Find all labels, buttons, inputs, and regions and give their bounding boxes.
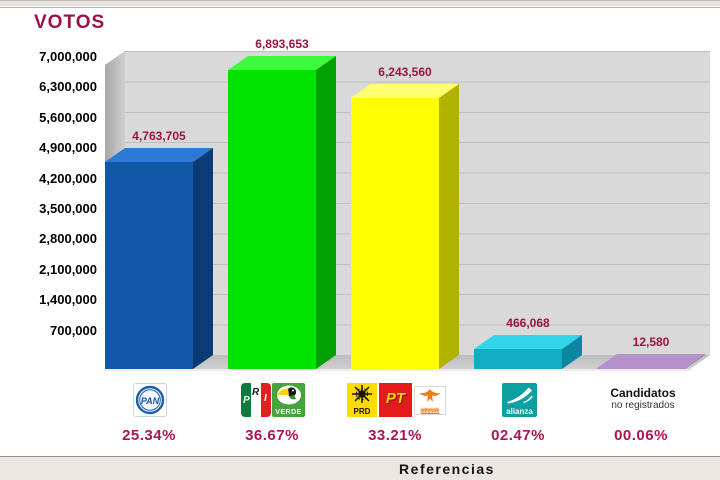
prd-logo-icon: PRD: [347, 383, 377, 417]
y-axis-label: 2,100,000: [39, 261, 97, 277]
y-axis-label: 700,000: [50, 322, 97, 338]
pan-logo-icon: PAN: [133, 383, 167, 417]
pri-green-stripe: P: [241, 383, 251, 417]
bar-front-face: [597, 368, 685, 369]
chart-floor-edge: [105, 369, 692, 371]
toucan-icon: [277, 385, 301, 405]
verde-logo-text: VERDE: [275, 409, 302, 416]
mc-text-line1: MOVIMIENTO: [420, 407, 445, 411]
percentage-label: 36.67%: [245, 427, 299, 444]
bar-front-face: [474, 349, 562, 369]
percentage-label: 00.06%: [614, 427, 668, 444]
bar-value-label: 466,068: [506, 316, 550, 330]
y-axis-label: 4,200,000: [39, 170, 97, 186]
y-axis-label: 5,600,000: [39, 109, 97, 125]
y-axis-label: 4,900,000: [39, 140, 97, 156]
pt-logo-icon: PT: [379, 383, 412, 417]
percentage-label: 33.21%: [368, 427, 422, 444]
mc-text-line2: CIUDADANO: [420, 410, 444, 414]
y-axis-label: 3,500,000: [39, 201, 97, 216]
bar-value-label: 4,763,705: [132, 129, 186, 143]
mc-band: MOVIMIENTO CIUDADANO: [420, 407, 445, 414]
y-axis-label: 1,400,000: [39, 292, 97, 308]
footer-band: [0, 457, 720, 480]
pan-logo-text: PAN: [141, 396, 160, 406]
bar-value-label: 12,580: [632, 335, 670, 349]
bar-side-face: [193, 148, 213, 369]
alianza-logo-text: alianza: [506, 407, 533, 416]
movimiento-ciudadano-logo-icon: MOVIMIENTO CIUDADANO: [414, 386, 446, 415]
bar-front-face: [351, 98, 439, 369]
candidatos-line2: no registrados: [611, 400, 675, 411]
bar-side-face: [316, 56, 336, 369]
bar-top-face: [105, 148, 213, 162]
bar-front-face: [228, 70, 316, 369]
candidatos-line1: Candidatos: [610, 386, 676, 400]
prd-logo-text: PRD: [353, 407, 371, 416]
bar-top-face: [351, 84, 459, 98]
bar-top-face: [474, 335, 582, 349]
percentage-label: 02.47%: [491, 427, 545, 444]
bar-top-face: [228, 56, 336, 70]
window-top-strip: [0, 0, 720, 9]
pan-circle-icon: PAN: [135, 385, 165, 415]
bar-side-face: [439, 84, 459, 369]
pri-letter-i: I: [264, 393, 267, 404]
pri-letter-r: R: [252, 387, 260, 398]
y-axis-label: 7,000,000: [39, 49, 97, 64]
bar-value-label: 6,893,653: [255, 37, 309, 51]
candidatos-no-registrados-label: Candidatos no registrados: [583, 386, 703, 412]
footer-divider: [0, 456, 720, 457]
y-axis-label: 2,800,000: [39, 231, 97, 247]
bar-front-face: [105, 162, 193, 369]
eagle-icon: [419, 389, 441, 402]
y-axis-label: 6,300,000: [39, 79, 97, 95]
bar-value-label: 6,243,560: [378, 65, 432, 79]
pri-letter-p: P: [243, 395, 250, 406]
prd-sun-icon: [352, 385, 372, 403]
verde-logo-icon: VERDE: [272, 383, 305, 417]
nueva-alianza-logo-icon: alianza: [502, 383, 537, 417]
pri-white-stripe: R: [251, 383, 261, 417]
bar-top-face: [597, 354, 705, 368]
page-title: VOTOS: [34, 12, 106, 33]
pri-red-stripe: I: [261, 383, 271, 417]
pt-logo-text: PT: [385, 390, 406, 407]
alianza-swoosh-icon: [507, 387, 533, 404]
percentage-label: 25.34%: [122, 427, 176, 444]
referencias-label: Referencias: [399, 461, 495, 477]
pri-logo-icon: P R I: [241, 383, 271, 417]
